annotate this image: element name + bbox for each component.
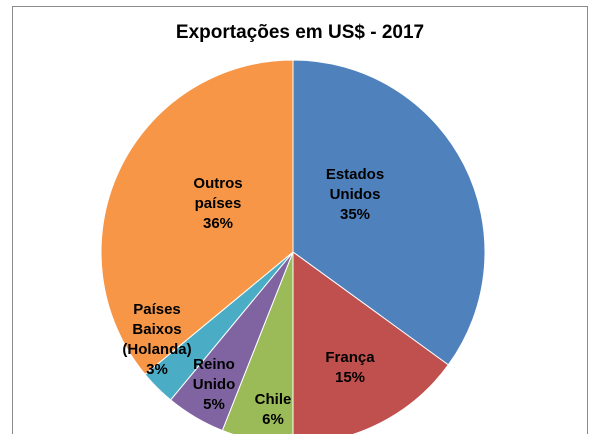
pie-slice bbox=[292, 59, 486, 366]
value-label: 6% bbox=[262, 411, 284, 428]
category-label: Países Baixos (Holanda) bbox=[122, 301, 192, 358]
category-label: Outros países bbox=[193, 175, 243, 212]
value-label: 3% bbox=[146, 361, 168, 378]
slice-label: Chile 6% bbox=[243, 390, 303, 430]
category-label: França bbox=[325, 349, 375, 366]
category-label: Chile bbox=[254, 391, 292, 408]
slice-label: Outros países 36% bbox=[178, 174, 258, 234]
pie-slice bbox=[100, 59, 294, 376]
category-label: Estados Unidos bbox=[325, 166, 385, 203]
value-label: 15% bbox=[334, 369, 366, 386]
value-label: 36% bbox=[202, 215, 234, 232]
slice-label: Estados Unidos 35% bbox=[315, 165, 395, 225]
slice-label: França 15% bbox=[310, 348, 390, 388]
slice-label: Países Baixos (Holanda) 3% bbox=[122, 300, 192, 380]
value-label: 5% bbox=[203, 396, 225, 413]
slice-label: Reino Unido 5% bbox=[184, 355, 244, 415]
chart-title: Exportações em US$ - 2017 bbox=[175, 22, 425, 43]
value-label: 35% bbox=[339, 206, 371, 223]
category-label: Reino Unido bbox=[192, 356, 236, 393]
pie-slice bbox=[292, 251, 450, 434]
